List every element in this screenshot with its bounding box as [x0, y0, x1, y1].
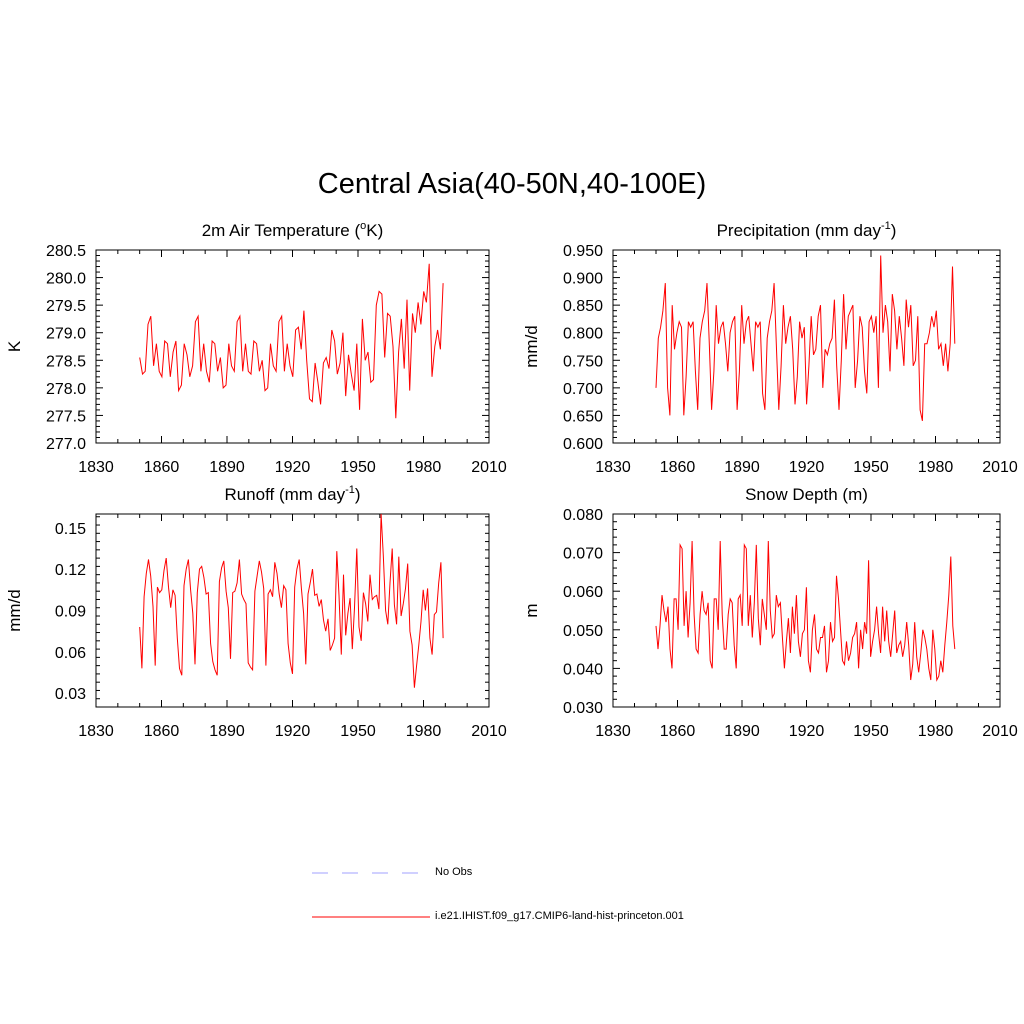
- y-tick-label: 0.060: [563, 584, 603, 601]
- y-tick-label: 0.650: [563, 408, 603, 425]
- y-tick-label: 279.0: [46, 326, 86, 343]
- x-tick-label: 1950: [340, 723, 376, 740]
- series-line: [139, 513, 444, 688]
- panel-runoff: Runoff (mm day-1) mm/d 1830 1860 1890 1920 195…: [5, 484, 507, 740]
- y-tick-label: 0.09: [55, 604, 86, 621]
- y-axis-label: K: [5, 340, 24, 352]
- panel-precipitation: Precipitation (mm day-1) mm/d 1830 1860 1890…: [522, 220, 1018, 476]
- series-line: [655, 540, 956, 682]
- x-tick-label: 1890: [724, 723, 760, 740]
- legend-obs-label: No Obs: [435, 866, 473, 878]
- x-tick-label: 1950: [853, 723, 889, 740]
- y-tick-label: 0.950: [563, 243, 603, 260]
- y-tick-label: 0.080: [563, 507, 603, 524]
- y-tick-label: 0.070: [563, 546, 603, 563]
- x-tick-label: 1890: [724, 459, 760, 476]
- x-tick-label: 1980: [406, 723, 442, 740]
- panel-title: Runoff (mm day-1): [224, 484, 360, 504]
- series-line: [655, 255, 956, 422]
- y-tick-label: 0.15: [55, 521, 86, 538]
- y-tick-label: 0.03: [55, 686, 86, 703]
- y-axis-label: m: [522, 603, 541, 617]
- page-title: Central Asia(40-50N,40-100E): [317, 168, 707, 200]
- panel-title: 2m Air Temperature (oK): [202, 220, 384, 240]
- x-tick-label: 2010: [471, 723, 507, 740]
- y-tick-label: 0.050: [563, 623, 603, 640]
- x-tick-label: 1920: [789, 723, 825, 740]
- series-line: [139, 263, 444, 419]
- x-tick-label: 2010: [982, 459, 1018, 476]
- x-tick-label: 1980: [918, 459, 954, 476]
- y-tick-label: 280.5: [46, 243, 86, 260]
- y-tick-label: 0.750: [563, 353, 603, 370]
- x-tick-label: 1830: [595, 459, 631, 476]
- x-tick-label: 1830: [78, 459, 114, 476]
- x-tick-label: 1950: [340, 459, 376, 476]
- panel-temperature: 2m Air Temperature (oK) K 1830 1860 1890 1920…: [5, 220, 507, 476]
- x-tick-label: 1890: [209, 459, 245, 476]
- x-tick-label: 1890: [209, 723, 245, 740]
- y-tick-label: 0.900: [563, 271, 603, 288]
- legend-model-label: i.e21.IHIST.f09_g17.CMIP6-land-hist-prin…: [435, 910, 684, 922]
- y-tick-label: 0.600: [563, 436, 603, 453]
- y-tick-label: 0.030: [563, 700, 603, 717]
- y-tick-label: 278.5: [46, 353, 86, 370]
- panel-title: Precipitation (mm day-1): [717, 220, 897, 240]
- x-tick-label: 1950: [853, 459, 889, 476]
- x-tick-label: 1980: [406, 459, 442, 476]
- y-tick-label: 280.0: [46, 271, 86, 288]
- y-tick-label: 279.5: [46, 298, 86, 315]
- x-tick-label: 1920: [275, 723, 311, 740]
- y-tick-label: 0.06: [55, 645, 86, 662]
- x-tick-label: 1920: [789, 459, 825, 476]
- x-tick-label: 1830: [595, 723, 631, 740]
- x-tick-label: 1830: [78, 723, 114, 740]
- y-tick-label: 277.5: [46, 408, 86, 425]
- y-tick-label: 0.850: [563, 298, 603, 315]
- x-tick-label: 1860: [660, 459, 696, 476]
- y-tick-label: 277.0: [46, 436, 86, 453]
- x-tick-label: 1920: [275, 459, 311, 476]
- x-tick-label: 1860: [660, 723, 696, 740]
- y-tick-label: 0.12: [55, 562, 86, 579]
- x-tick-label: 2010: [982, 723, 1018, 740]
- panel-title: Snow Depth (m): [745, 485, 868, 504]
- x-tick-label: 2010: [471, 459, 507, 476]
- y-tick-label: 278.0: [46, 381, 86, 398]
- x-tick-label: 1980: [918, 723, 954, 740]
- y-axis-label: mm/d: [5, 589, 24, 632]
- x-tick-label: 1860: [144, 459, 180, 476]
- y-axis-label: mm/d: [522, 325, 541, 368]
- y-tick-label: 0.700: [563, 381, 603, 398]
- panel-snow-depth: Snow Depth (m) m 1830 1860 1890 1920 1950 1980 2…: [522, 485, 1018, 740]
- y-tick-label: 0.040: [563, 661, 603, 678]
- x-tick-label: 1860: [144, 723, 180, 740]
- y-tick-label: 0.800: [563, 326, 603, 343]
